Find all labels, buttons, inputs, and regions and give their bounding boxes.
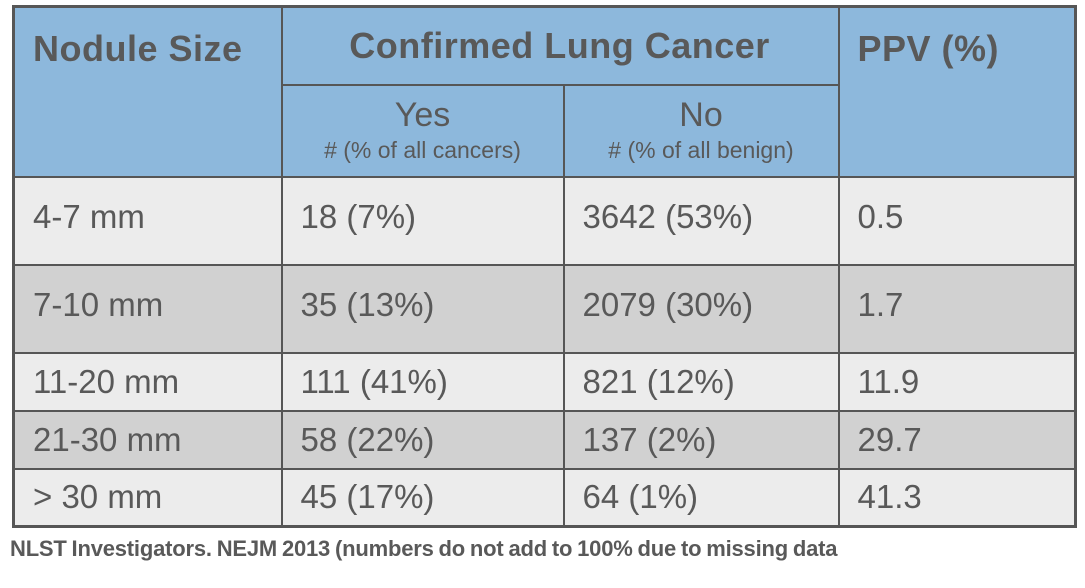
cell-ppv: 0.5 xyxy=(837,175,1077,266)
cell-nodule-size: 4-7 mm xyxy=(12,175,283,266)
col-header-yes: Yes # (% of all cancers) xyxy=(280,83,565,178)
cell-ppv: 1.7 xyxy=(837,263,1077,354)
table-row: 4-7 mm 18 (7%) 3642 (53%) 0.5 xyxy=(12,175,1077,266)
cell-cancer-yes: 111 (41%) xyxy=(280,351,565,412)
cell-ppv: 41.3 xyxy=(837,467,1077,528)
col-header-ppv: PPV (%) xyxy=(837,5,1077,178)
cell-nodule-size: > 30 mm xyxy=(12,467,283,528)
no-header-note: # (% of all benign) xyxy=(608,137,794,164)
header-row-sub: Yes # (% of all cancers) No # (% of all … xyxy=(14,83,1076,178)
nodule-size-table: Nodule Size Confirmed Lung Cancer PPV (%… xyxy=(12,5,1077,528)
yes-header-note: # (% of all cancers) xyxy=(324,137,521,164)
cell-nodule-size: 7-10 mm xyxy=(12,263,283,354)
table-row: > 30 mm 45 (17%) 64 (1%) 41.3 xyxy=(12,467,1077,528)
no-header-label: No xyxy=(679,95,723,134)
cell-cancer-no: 3642 (53%) xyxy=(562,175,840,266)
yes-header-label: Yes xyxy=(394,95,451,134)
table-row: 21-30 mm 58 (22%) 137 (2%) 29.7 xyxy=(12,409,1077,470)
table-row: 11-20 mm 111 (41%) 821 (12%) 11.9 xyxy=(12,351,1077,412)
cell-cancer-yes: 58 (22%) xyxy=(280,409,565,470)
cell-cancer-no: 821 (12%) xyxy=(562,351,840,412)
cell-cancer-yes: 18 (7%) xyxy=(280,175,565,266)
cell-cancer-no: 2079 (30%) xyxy=(562,263,840,354)
col-header-no: No # (% of all benign) xyxy=(562,83,840,178)
col-header-confirmed-lung-cancer: Confirmed Lung Cancer xyxy=(280,5,840,86)
citation-text: NLST Investigators. NEJM 2013 (numbers d… xyxy=(10,536,838,561)
cell-cancer-yes: 35 (13%) xyxy=(280,263,565,354)
cell-ppv: 11.9 xyxy=(837,351,1077,412)
cell-nodule-size: 11-20 mm xyxy=(12,351,283,412)
cell-cancer-no: 137 (2%) xyxy=(562,409,840,470)
header-row-top: Nodule Size Confirmed Lung Cancer PPV (%… xyxy=(12,5,1077,178)
slide-canvas: Nodule Size Confirmed Lung Cancer PPV (%… xyxy=(0,5,1085,588)
cell-cancer-no: 64 (1%) xyxy=(562,467,840,528)
table-row: 7-10 mm 35 (13%) 2079 (30%) 1.7 xyxy=(12,263,1077,354)
col-header-nodule-size: Nodule Size xyxy=(12,5,283,178)
cell-nodule-size: 21-30 mm xyxy=(12,409,283,470)
cell-ppv: 29.7 xyxy=(837,409,1077,470)
cell-cancer-yes: 45 (17%) xyxy=(280,467,565,528)
